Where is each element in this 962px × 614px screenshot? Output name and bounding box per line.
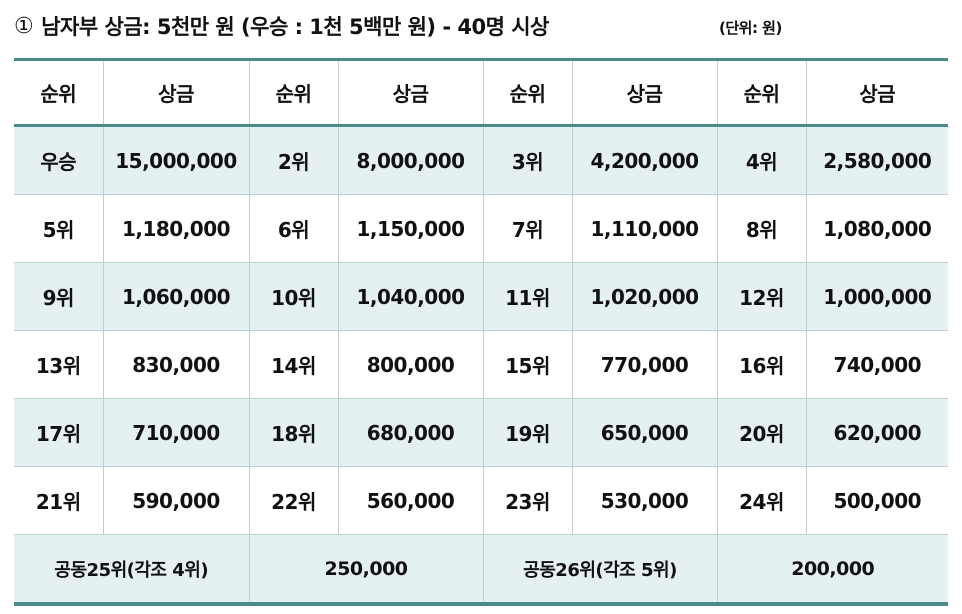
rank-cell: 2위 [248, 125, 339, 195]
rank-cell: 20위 [716, 398, 807, 467]
rank-cell: 17위 [14, 398, 104, 467]
prize-cell: 740,000 [805, 330, 948, 399]
header-rank: 순위 [482, 59, 573, 127]
table-row: 우승 15,000,000 2위 8,000,000 3위 4,200,000 … [14, 125, 948, 195]
prize-cell: 560,000 [337, 466, 484, 535]
rank-cell: 23위 [482, 466, 573, 535]
prize-cell: 800,000 [337, 330, 484, 399]
rank-cell: 19위 [482, 398, 573, 467]
title-text: 남자부 상금: 5천만 원 (우승 : 1천 5백만 원) - 40명 시상 [41, 15, 549, 39]
rank-cell: 우승 [14, 125, 104, 195]
prize-cell: 1,060,000 [102, 262, 250, 331]
rank-cell: 13위 [14, 330, 104, 399]
header-rank: 순위 [716, 59, 807, 127]
table-row: 17위 710,000 18위 680,000 19위 650,000 20위 … [14, 398, 948, 467]
rank-cell: 4위 [716, 125, 807, 195]
table-row: 5위 1,180,000 6위 1,150,000 7위 1,110,000 8… [14, 194, 948, 263]
prize-cell: 8,000,000 [337, 125, 484, 195]
prize-cell: 1,180,000 [102, 194, 250, 263]
rank-cell: 21위 [14, 466, 104, 535]
header-prize: 상금 [571, 59, 718, 127]
prize-cell: 250,000 [248, 534, 484, 606]
prize-cell: 680,000 [337, 398, 484, 467]
prize-cell: 15,000,000 [102, 125, 250, 195]
rank-cell: 15위 [482, 330, 573, 399]
rank-cell: 14위 [248, 330, 339, 399]
rank-cell: 24위 [716, 466, 807, 535]
joint-rank-cell: 공동25위(각조 4위) [14, 534, 250, 606]
prize-cell: 1,000,000 [805, 262, 948, 331]
prize-cell: 590,000 [102, 466, 250, 535]
header-rank: 순위 [14, 59, 104, 127]
rank-cell: 22위 [248, 466, 339, 535]
rank-cell: 5위 [14, 194, 104, 263]
header-prize: 상금 [805, 59, 948, 127]
table-row: 9위 1,060,000 10위 1,040,000 11위 1,020,000… [14, 262, 948, 331]
prize-cell: 770,000 [571, 330, 718, 399]
page-title: ① 남자부 상금: 5천만 원 (우승 : 1천 5백만 원) - 40명 시상 [14, 10, 549, 42]
prize-cell: 500,000 [805, 466, 948, 535]
joint-rank-cell: 공동26위(각조 5위) [482, 534, 718, 606]
prize-cell: 530,000 [571, 466, 718, 535]
rank-cell: 18위 [248, 398, 339, 467]
rank-cell: 10위 [248, 262, 339, 331]
rank-cell: 12위 [716, 262, 807, 331]
circled-number-marker: ① [14, 13, 34, 39]
prize-cell: 1,150,000 [337, 194, 484, 263]
prize-cell: 1,080,000 [805, 194, 948, 263]
prize-cell: 710,000 [102, 398, 250, 467]
prize-cell: 650,000 [571, 398, 718, 467]
prize-cell: 1,020,000 [571, 262, 718, 331]
table-footer-row: 공동25위(각조 4위) 250,000 공동26위(각조 5위) 200,00… [14, 534, 948, 606]
header-rank: 순위 [248, 59, 339, 127]
rank-cell: 6위 [248, 194, 339, 263]
table-row: 13위 830,000 14위 800,000 15위 770,000 16위 … [14, 330, 948, 399]
prize-cell: 1,110,000 [571, 194, 718, 263]
rank-cell: 3위 [482, 125, 573, 195]
table-header-row: 순위 상금 순위 상금 순위 상금 순위 상금 [14, 59, 948, 127]
rank-cell: 11위 [482, 262, 573, 331]
prize-table: 순위 상금 순위 상금 순위 상금 순위 상금 우승 15,000,000 2위… [14, 58, 948, 606]
prize-cell: 620,000 [805, 398, 948, 467]
header-prize: 상금 [102, 59, 250, 127]
header-prize: 상금 [337, 59, 484, 127]
rank-cell: 16위 [716, 330, 807, 399]
prize-cell: 1,040,000 [337, 262, 484, 331]
rank-cell: 7위 [482, 194, 573, 263]
prize-cell: 200,000 [716, 534, 948, 606]
unit-note: (단위: 원) [719, 18, 782, 37]
prize-cell: 2,580,000 [805, 125, 948, 195]
table-row: 21위 590,000 22위 560,000 23위 530,000 24위 … [14, 466, 948, 535]
rank-cell: 9위 [14, 262, 104, 331]
rank-cell: 8위 [716, 194, 807, 263]
prize-cell: 830,000 [102, 330, 250, 399]
prize-cell: 4,200,000 [571, 125, 718, 195]
